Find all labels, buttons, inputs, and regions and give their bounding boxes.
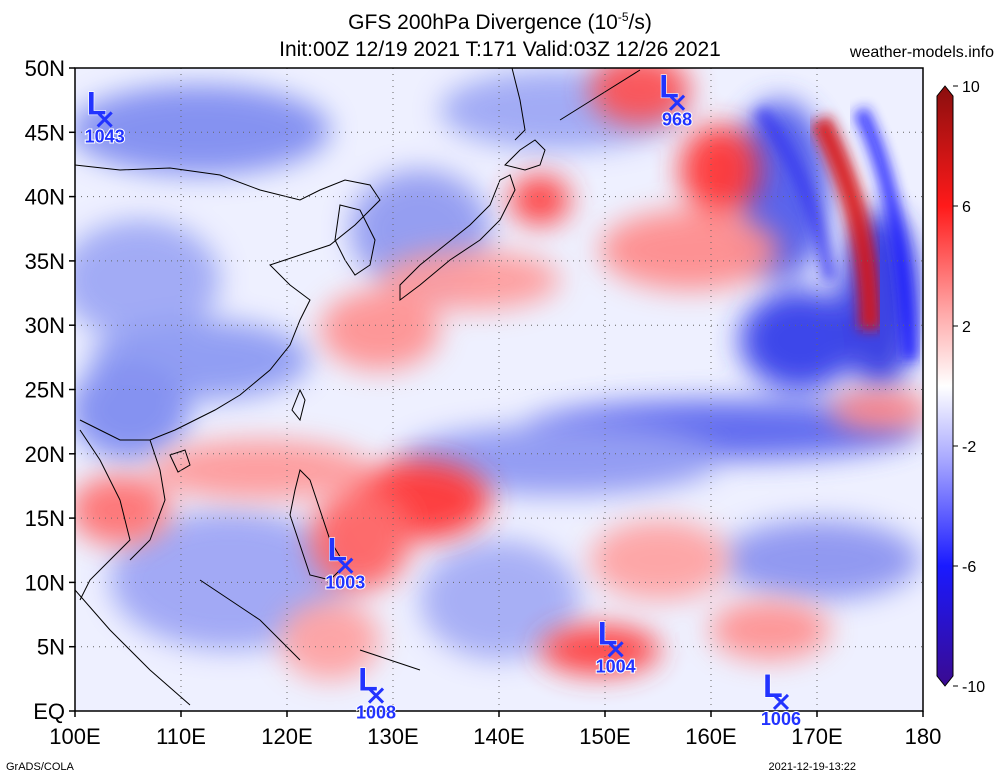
low-marker: L 1003 xyxy=(324,531,366,594)
lon-tick-label: 100E xyxy=(49,724,100,749)
lon-tick-label: 170E xyxy=(791,724,842,749)
low-center-x-icon xyxy=(337,557,354,574)
colorbar-label: 10 xyxy=(962,79,980,96)
lon-tick-label: 150E xyxy=(579,724,630,749)
low-letter: L xyxy=(358,662,378,698)
colorbar-label: -6 xyxy=(962,559,976,576)
lat-tick-label: 10N xyxy=(25,570,65,595)
low-marker: L 1004 xyxy=(595,615,637,678)
lat-tick-label: 25N xyxy=(25,378,65,403)
low-pressure-value: 1043 xyxy=(85,126,125,146)
latitude-axis: 50N 45N 40N 35N 30N 25N 20N 15N 10N 5N EQ xyxy=(25,56,75,724)
lat-tick-label: 20N xyxy=(25,442,65,467)
low-center-x-icon xyxy=(96,111,113,128)
low-center-x-icon xyxy=(669,94,686,111)
low-pressure-value: 968 xyxy=(662,110,692,130)
low-letter: L xyxy=(659,69,679,105)
divergence-field xyxy=(75,68,923,711)
low-letter: L xyxy=(763,668,783,704)
lon-tick-label: 120E xyxy=(261,724,312,749)
colorbar: 10 6 2 -2 -6 -10 xyxy=(936,79,985,696)
low-letter: L xyxy=(598,615,618,651)
longitude-axis: 100E 110E 120E 130E 140E 150E 160E 170E 180 xyxy=(49,711,941,749)
low-center-x-icon xyxy=(367,687,385,704)
colorbar-label: -2 xyxy=(962,439,976,456)
timestamp-label: 2021-12-19-13:22 xyxy=(768,761,856,773)
chart-subtitle: Init:00Z 12/19 2021 T:171 Valid:03Z 12/2… xyxy=(279,38,721,61)
low-marker: L 1008 xyxy=(355,661,397,724)
lat-tick-label: 40N xyxy=(25,185,65,210)
low-marker: L 968 xyxy=(659,68,693,131)
low-letter: L xyxy=(328,532,348,568)
lat-tick-label: 5N xyxy=(37,635,65,660)
lon-tick-label: 180 xyxy=(905,724,942,749)
low-center-x-icon xyxy=(607,641,624,658)
lat-tick-label: EQ xyxy=(33,699,65,724)
colorbar-label: -10 xyxy=(962,679,985,696)
lat-tick-label: 35N xyxy=(25,249,65,274)
lat-tick-label: 45N xyxy=(25,120,65,145)
lat-tick-label: 50N xyxy=(25,56,65,81)
lon-tick-label: 140E xyxy=(473,724,524,749)
credit-label: GrADS/COLA xyxy=(6,761,74,773)
low-marker: L 1043 xyxy=(84,85,126,148)
chart-title: GFS 200hPa Divergence (10-5/s) xyxy=(348,10,652,34)
low-marker: L 1006 xyxy=(760,667,802,730)
coastlines xyxy=(75,68,641,706)
colorbar-label: 6 xyxy=(962,199,971,216)
low-center-x-icon xyxy=(772,693,790,711)
lon-tick-label: 130E xyxy=(367,724,418,749)
low-letter: L xyxy=(87,85,107,121)
low-pressure-value: 1006 xyxy=(761,709,801,729)
low-pressure-value: 1008 xyxy=(356,703,396,723)
low-pressure-value: 1004 xyxy=(596,656,636,676)
lon-tick-label: 160E xyxy=(685,724,736,749)
colorbar-label: 2 xyxy=(962,319,971,336)
lat-tick-label: 15N xyxy=(25,506,65,531)
low-pressure-markers: L 1043 L 968 L 1003 L 1008 L 1004 L 1006 xyxy=(84,68,802,730)
lon-tick-label: 110E xyxy=(156,724,206,749)
low-pressure-value: 1003 xyxy=(325,573,365,593)
site-label: weather-models.info xyxy=(849,44,994,61)
lat-tick-label: 30N xyxy=(25,313,65,338)
